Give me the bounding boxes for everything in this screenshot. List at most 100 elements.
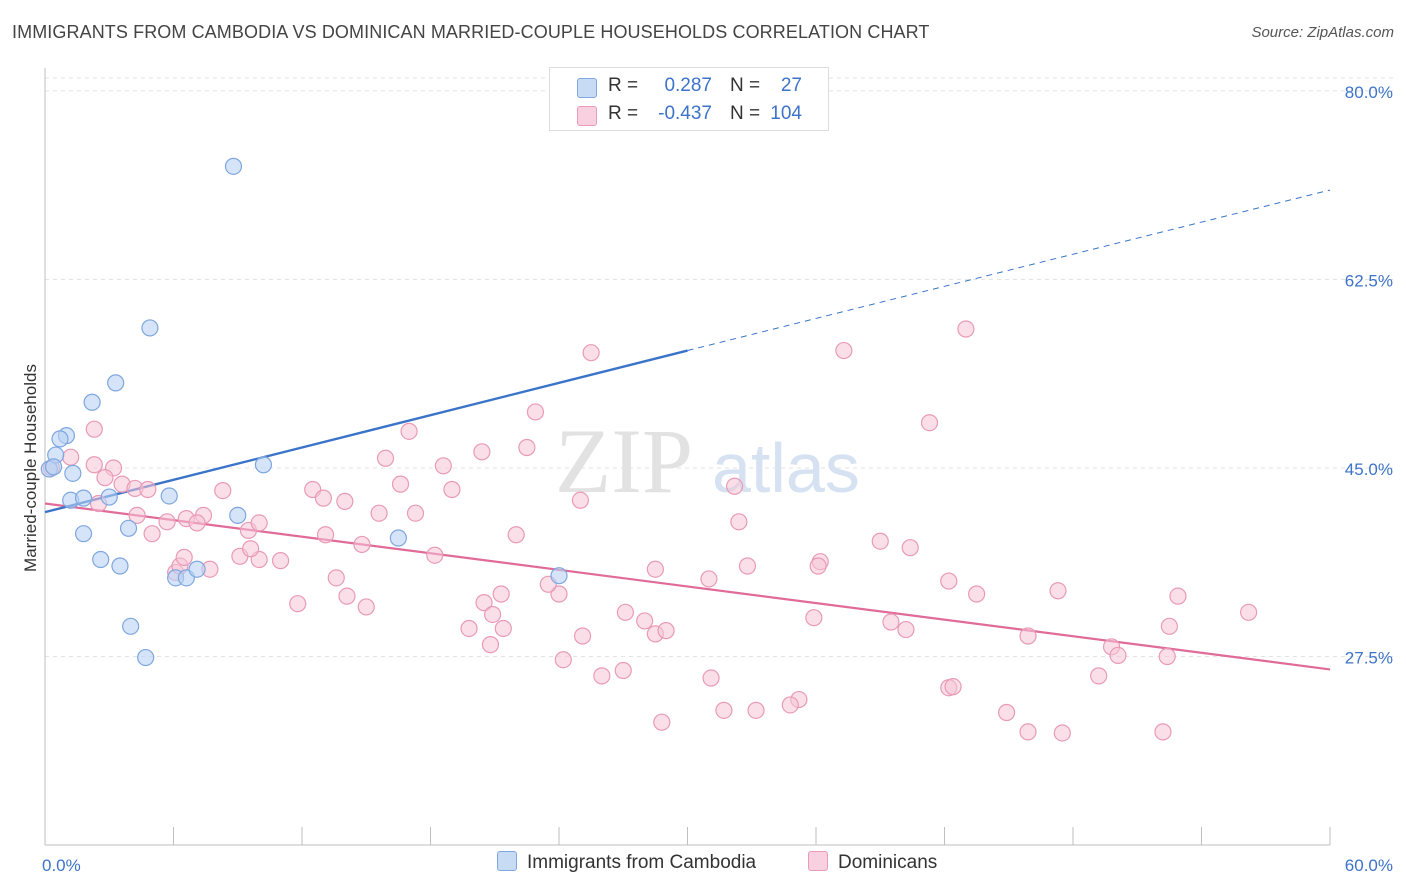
dominican-point: [370, 504, 388, 522]
dominican-point: [426, 546, 444, 564]
dominican-point: [158, 513, 176, 531]
dominican-point: [582, 344, 600, 362]
dominican-point: [781, 696, 799, 714]
dominican-point: [336, 492, 354, 510]
dominican-point: [139, 480, 157, 499]
dominican-point: [214, 481, 232, 500]
dominican-point: [492, 585, 510, 603]
cambodia-point: [141, 319, 159, 337]
dominican-point: [593, 667, 611, 685]
dominican-point: [507, 526, 525, 544]
dominican-point: [85, 456, 103, 474]
cambodia-point: [74, 489, 93, 507]
dominican-point: [573, 627, 592, 645]
dominican-point: [85, 420, 103, 438]
cambodia-point: [188, 560, 206, 578]
dominican-point: [726, 477, 744, 495]
bottom-legend-label: Dominicans: [838, 852, 938, 873]
dominican-point: [1158, 647, 1176, 666]
cambodia-points: [40, 157, 568, 667]
y-tick-label: 45.0%: [1345, 460, 1393, 479]
x-tick-label: 60.0%: [1345, 856, 1393, 875]
legend-n-label: N =: [730, 103, 761, 124]
legend-r-label: R =: [608, 103, 639, 124]
dominican-point: [805, 609, 823, 627]
chart-source: Source: ZipAtlas.com: [1251, 24, 1394, 41]
legend-row-cambodia: R = 0.287 N = 27: [550, 71, 828, 101]
dominican-point: [175, 548, 193, 566]
dominican-trend-line: [44, 502, 1331, 671]
dominican-point: [882, 613, 900, 631]
x-tick-label: 0.0%: [42, 856, 81, 875]
dominican-point: [940, 572, 958, 590]
cambodia-point: [224, 157, 243, 175]
correlation-legend: R = 0.287 N = 27 R = -0.437 N = 104: [549, 67, 829, 131]
dominican-point: [526, 403, 545, 421]
cambodia-trend-extension: [687, 189, 1331, 352]
dominican-point: [434, 457, 452, 475]
dominican-point: [357, 598, 375, 616]
cambodia-point: [64, 464, 82, 482]
dominican-point: [518, 438, 536, 457]
dominican-point: [920, 414, 939, 432]
dominican-point: [715, 701, 733, 719]
legend-r-label: R =: [608, 75, 639, 96]
dominican-point: [443, 480, 461, 499]
legend-n-value: 104: [770, 103, 802, 124]
legend-swatch-dominicans: [577, 106, 597, 126]
dominican-point: [1109, 646, 1127, 665]
dominican-point: [968, 585, 986, 603]
watermark: ZIP atlas: [555, 410, 860, 512]
legend-row-dominicans: R = -0.437 N = 104: [550, 99, 828, 129]
dominican-point: [271, 552, 290, 570]
cambodia-point: [137, 648, 155, 667]
legend-n-value: 27: [780, 75, 802, 96]
cambodia-point: [550, 567, 568, 585]
dominican-point: [646, 560, 664, 578]
legend-r-value: -0.437: [658, 103, 712, 124]
dominican-point: [550, 585, 568, 603]
cambodia-point: [254, 456, 273, 474]
dominican-point: [484, 605, 502, 624]
dominican-point: [835, 341, 853, 360]
cambodia-point: [229, 506, 247, 524]
dominican-point: [957, 320, 975, 338]
chart-title: IMMIGRANTS FROM CAMBODIA VS DOMINICAN MA…: [12, 22, 930, 42]
dominican-point: [250, 514, 268, 532]
cambodia-point: [122, 617, 140, 635]
cambodia-point: [92, 550, 110, 569]
dominican-point: [1240, 603, 1258, 621]
dominican-point: [494, 619, 512, 638]
dominican-point: [1090, 667, 1108, 685]
y-tick-label: 62.5%: [1345, 271, 1393, 290]
cambodia-point: [160, 487, 178, 505]
dominican-point: [636, 612, 654, 630]
y-axis-label: Married-couple Households: [21, 364, 40, 572]
y-tick-label: 80.0%: [1345, 83, 1393, 102]
cambodia-point: [44, 458, 63, 476]
dominican-point: [62, 448, 80, 466]
cambodia-point: [100, 488, 118, 506]
tick-labels: 27.5% 45.0% 62.5% 80.0% 0.0% 60.0%: [42, 83, 1393, 875]
dominican-point: [571, 491, 590, 509]
dominican-point: [316, 526, 335, 544]
grid-lines: [45, 77, 1393, 657]
cambodia-point: [74, 525, 93, 543]
dominican-point: [242, 540, 260, 558]
cambodia-point: [389, 529, 407, 547]
dominican-point: [289, 595, 307, 613]
dominican-point: [747, 701, 765, 719]
bottom-legend-cambodia: Immigrants from Cambodia: [497, 851, 756, 874]
dominican-point: [314, 489, 333, 507]
dominican-point: [1019, 627, 1037, 645]
dominican-point: [1053, 724, 1071, 742]
legend-r-value: 0.287: [664, 75, 712, 96]
legend-n-label: N =: [730, 75, 761, 96]
dominican-point: [809, 557, 827, 575]
dominican-point: [871, 532, 889, 550]
dominican-point: [406, 504, 425, 522]
dominican-point: [700, 570, 718, 588]
dominican-point: [1154, 723, 1172, 741]
cambodia-point: [83, 393, 101, 411]
